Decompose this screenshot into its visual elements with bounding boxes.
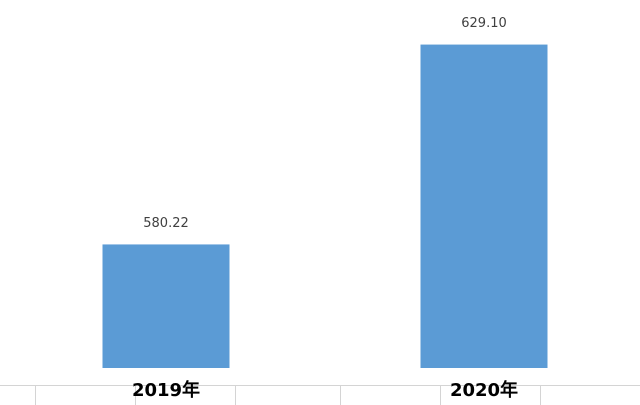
value-label: 580.22	[143, 216, 189, 231]
bar	[102, 244, 230, 368]
x-tick-label: 2019年	[132, 379, 200, 401]
bar	[420, 44, 548, 369]
value-label: 629.10	[461, 16, 507, 31]
x-tick-label: 2020年	[450, 379, 518, 401]
sheet-grid	[0, 385, 640, 405]
